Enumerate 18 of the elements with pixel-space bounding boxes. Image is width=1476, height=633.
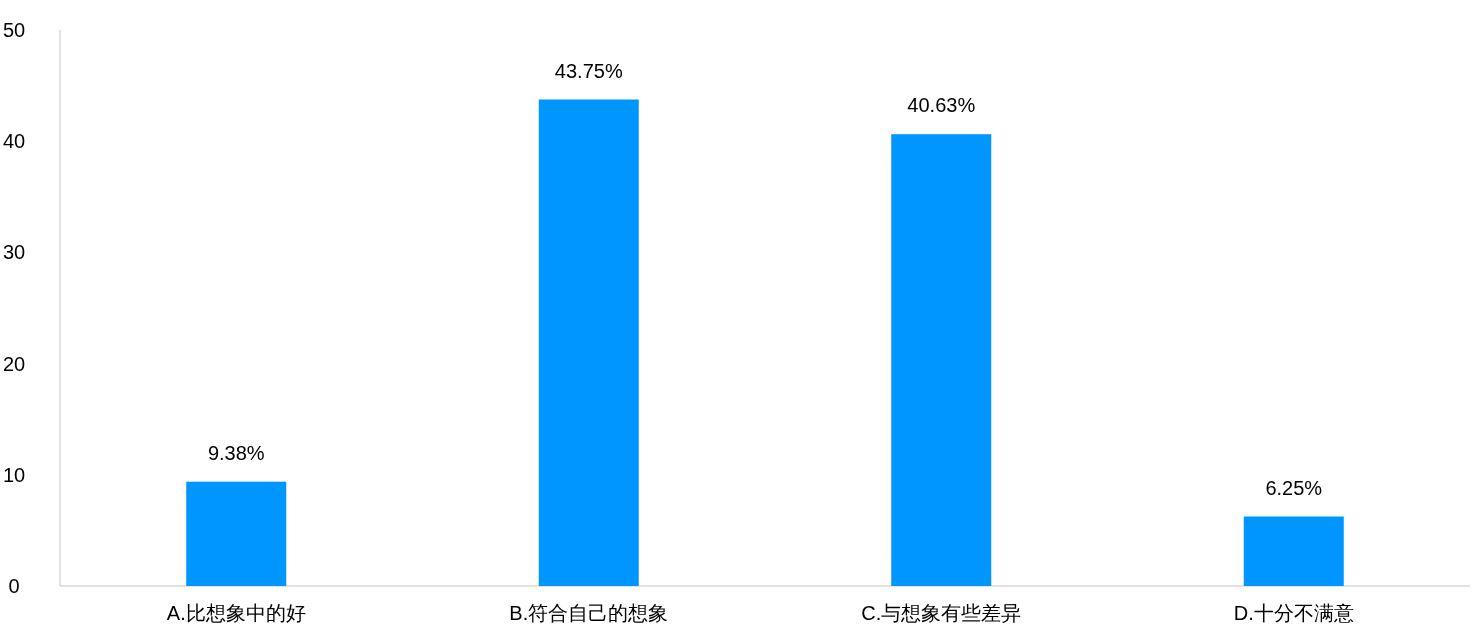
data-label: 9.38%: [207, 441, 265, 464]
x-tick-label: C.与想象有些差异: [861, 602, 1022, 624]
bar: [891, 134, 992, 586]
y-tick-label: 10: [2, 463, 26, 486]
x-tick-label: A.比想象中的好: [166, 602, 306, 624]
data-label: 43.75%: [554, 59, 623, 82]
y-tick-label: 0: [8, 575, 20, 597]
data-label: 6.25%: [1265, 476, 1323, 499]
y-tick-label: 30: [2, 241, 26, 264]
y-tick-label: 50: [2, 19, 26, 41]
data-label: 40.63%: [907, 94, 976, 117]
x-tick-label: B.符合自己的想象: [509, 602, 669, 624]
bar: [186, 481, 287, 586]
x-tick-label: D.十分不满意: [1233, 602, 1354, 624]
y-tick-label: 40: [2, 130, 26, 153]
bar: [538, 99, 639, 586]
y-tick-label: 20: [2, 352, 26, 375]
bar: [1243, 516, 1344, 586]
